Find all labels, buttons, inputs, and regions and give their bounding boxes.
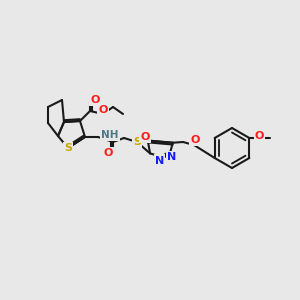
Text: O: O [98, 105, 108, 115]
Text: O: O [103, 148, 113, 158]
Text: N: N [167, 152, 177, 162]
Text: S: S [64, 143, 72, 153]
Text: O: O [190, 135, 200, 145]
Text: S: S [133, 137, 141, 147]
Text: O: O [140, 132, 149, 142]
Text: O: O [90, 95, 100, 105]
Text: N: N [155, 156, 164, 166]
Text: NH: NH [101, 130, 118, 140]
Text: O: O [255, 131, 264, 141]
